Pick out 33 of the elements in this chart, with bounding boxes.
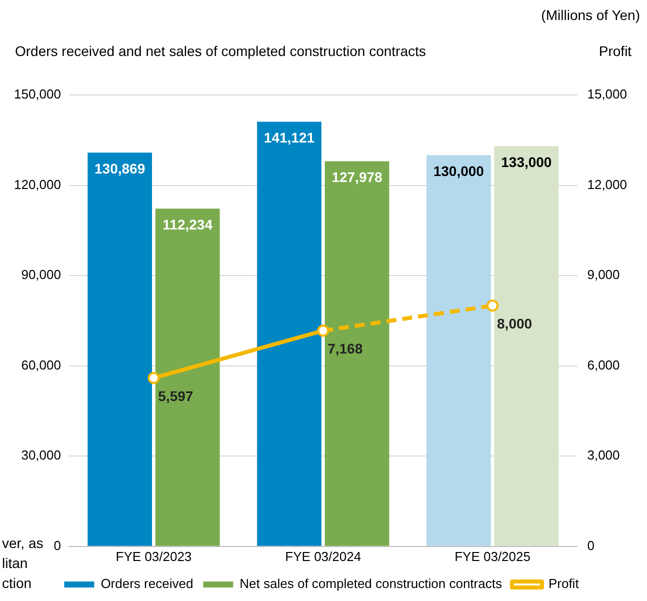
y-tick-label: 60,000 <box>21 357 61 372</box>
text: ction <box>2 575 32 591</box>
y2-tick-label: 15,000 <box>587 86 628 102</box>
data-label: 112,234 <box>162 216 213 233</box>
legend-label: Orders received <box>100 576 194 592</box>
legend-label: Profit <box>548 576 580 592</box>
y-tick-label: 150,000 <box>14 86 61 102</box>
text: litan <box>2 555 28 571</box>
text: ver, as <box>2 535 44 551</box>
data-label: 7,168 <box>328 340 363 357</box>
data-label: 127,978 <box>332 169 383 186</box>
x-tick-label: FYE 03/2025 <box>454 548 530 564</box>
data-label: 8,000 <box>497 316 532 332</box>
y2-tick-label: 0 <box>587 538 594 553</box>
y-tick-label: 30,000 <box>21 448 61 463</box>
y2-tick-label: 12,000 <box>587 176 628 192</box>
data-label: 141,121 <box>264 130 315 146</box>
data-label: 130,869 <box>94 160 146 176</box>
legend-label: Net sales of completed construction contracts <box>240 576 502 592</box>
data-label: 5,597 <box>158 388 194 404</box>
y2-tick-label: 9,000 <box>587 267 620 282</box>
chart-title: Orders received and net sales of completed construction contracts <box>15 43 426 59</box>
y-tick-label: 0 <box>54 538 61 553</box>
y-tick-label: 120,000 <box>14 176 61 192</box>
y2-tick-label: 6,000 <box>587 357 620 372</box>
data-label: 130,000 <box>433 163 484 180</box>
y2-axis-title: Profit <box>598 43 632 59</box>
y-tick-label: 90,000 <box>21 267 61 282</box>
data-label: 133,000 <box>501 154 552 170</box>
y2-tick-label: 3,000 <box>587 448 620 463</box>
x-tick-label: FYE 03/2024 <box>285 548 362 564</box>
text: (Millions of Yen) <box>541 7 640 23</box>
x-tick-label: FYE 03/2023 <box>116 548 192 564</box>
